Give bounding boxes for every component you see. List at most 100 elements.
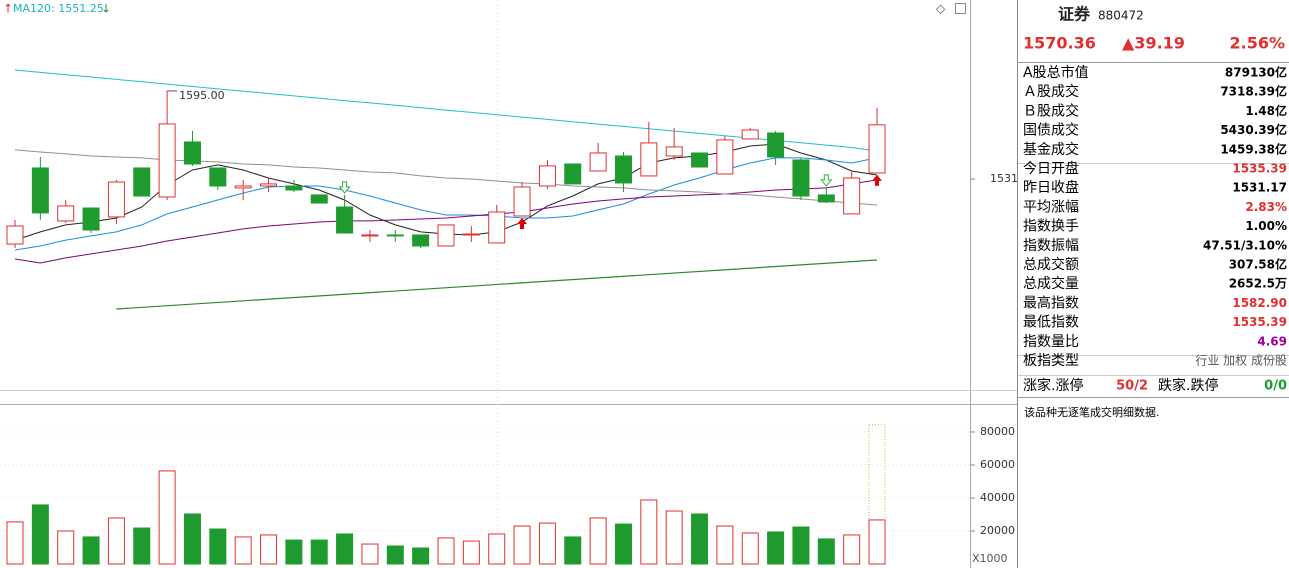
row-value: 1459.38亿 [1220, 141, 1287, 156]
volume-bar [234, 536, 252, 565]
volume-bar [285, 539, 303, 565]
projected-volume [868, 424, 886, 565]
volume-bar [57, 530, 75, 565]
volume-bar [158, 470, 176, 565]
row-label: 昨日收盘 [1023, 179, 1079, 196]
volume-bar [133, 527, 151, 565]
volume-bar [260, 534, 278, 565]
candle-body [107, 181, 125, 218]
candle-body [234, 185, 252, 189]
sell-signal [338, 181, 351, 194]
volume-bar [437, 537, 455, 565]
row-value: 行业 加权 成份股 [1195, 354, 1287, 368]
trend-line [116, 259, 878, 310]
volume-bar [741, 532, 759, 565]
row-value: 1.00% [1245, 219, 1287, 233]
volume-bar [640, 499, 658, 565]
row-value: 307.58亿 [1229, 257, 1287, 272]
buy-signal [872, 174, 882, 186]
diamond-icon[interactable]: ◇ [936, 2, 946, 16]
candle-body [741, 129, 759, 140]
volume-bar [310, 539, 328, 565]
candle-body [412, 234, 430, 247]
candle-body [665, 146, 683, 157]
candle-body [868, 124, 886, 174]
candle-body [767, 132, 785, 158]
candle-body [285, 185, 303, 191]
row-label: 今日开盘 [1023, 160, 1079, 177]
row-value: 1535.39 [1232, 315, 1287, 329]
candle-body [6, 225, 24, 245]
volume-bar [665, 510, 683, 565]
row-value: 5430.39亿 [1220, 122, 1287, 137]
ma-line [14, 69, 878, 152]
row-value: 7318.39亿 [1220, 84, 1287, 99]
row-value: 1.48亿 [1245, 103, 1287, 118]
row-label: 指数换手 [1023, 218, 1079, 235]
candle-body [589, 152, 607, 172]
row-label: 总成交额 [1023, 256, 1079, 273]
volume-bar [538, 522, 556, 565]
row-label: 最高指数 [1023, 294, 1079, 311]
row-label: 基金成交 [1023, 141, 1079, 158]
candle-body [817, 194, 835, 203]
candle-body [691, 152, 709, 168]
row-value: 4.69 [1257, 334, 1287, 348]
volume-bar [6, 521, 24, 565]
row-label: Ｂ股成交 [1023, 102, 1079, 119]
candle-body [209, 167, 227, 187]
candle-body [437, 224, 455, 247]
row-value: 1531.17 [1232, 181, 1287, 195]
candle-body [361, 234, 379, 237]
candle-body [336, 206, 354, 234]
candle-body [183, 141, 201, 165]
row-value: 2.83% [1245, 200, 1287, 214]
high-label: 1595.00 [179, 89, 225, 102]
pct-change: 2.56% [1229, 34, 1285, 53]
row-value: 1582.90 [1232, 296, 1287, 310]
volume-bar [31, 504, 49, 565]
volume-bar [361, 543, 379, 565]
breadth-down-label: 跌家.跌停 [1158, 377, 1218, 394]
security-code: 880472 [1098, 9, 1144, 23]
candle-body [31, 167, 49, 214]
candle-body [82, 207, 100, 231]
unit-label: X1000 [972, 552, 1008, 565]
volume-bar [691, 513, 709, 565]
row-label: 指数量比 [1023, 334, 1079, 350]
volume-bar [82, 536, 100, 565]
volume-bar [513, 525, 531, 565]
volume-bar [183, 513, 201, 565]
y-tick-label: 20000 [980, 524, 1015, 537]
note: 该品种无逐笔成交明细数据. [1024, 405, 1160, 419]
candle-body [57, 205, 75, 222]
candle-body [158, 123, 176, 198]
candle-body [614, 155, 632, 184]
window-button[interactable] [955, 3, 966, 14]
candle-body [310, 194, 328, 204]
row-label: Ａ股成交 [1023, 83, 1079, 100]
row-label: 国债成交 [1023, 122, 1079, 139]
candle-body [538, 165, 556, 187]
candle-body [260, 183, 278, 187]
row-label: 指数振幅 [1023, 238, 1079, 254]
indicator-label: MA120: 1551.25 [13, 2, 104, 15]
row-label: 板指类型 [1023, 353, 1079, 369]
y-tick-label: 60000 [980, 458, 1015, 471]
candle-body [513, 186, 531, 217]
row-value: 2652.5万 [1229, 277, 1287, 291]
y-tick-label: 40000 [980, 491, 1015, 504]
row-label: A股总市值 [1023, 64, 1089, 81]
breadth-up-value: 50/2 [1116, 379, 1148, 394]
row-label: 总成交量 [1023, 275, 1079, 292]
ma-line [14, 179, 878, 264]
volume-bar [209, 528, 227, 565]
y-tick-label: 80000 [980, 425, 1015, 438]
candle-body [716, 139, 734, 175]
candle-body [843, 177, 861, 215]
candle-body [564, 163, 582, 185]
down-arrow-icon: ↓ [101, 2, 111, 16]
volume-bar [107, 517, 125, 565]
